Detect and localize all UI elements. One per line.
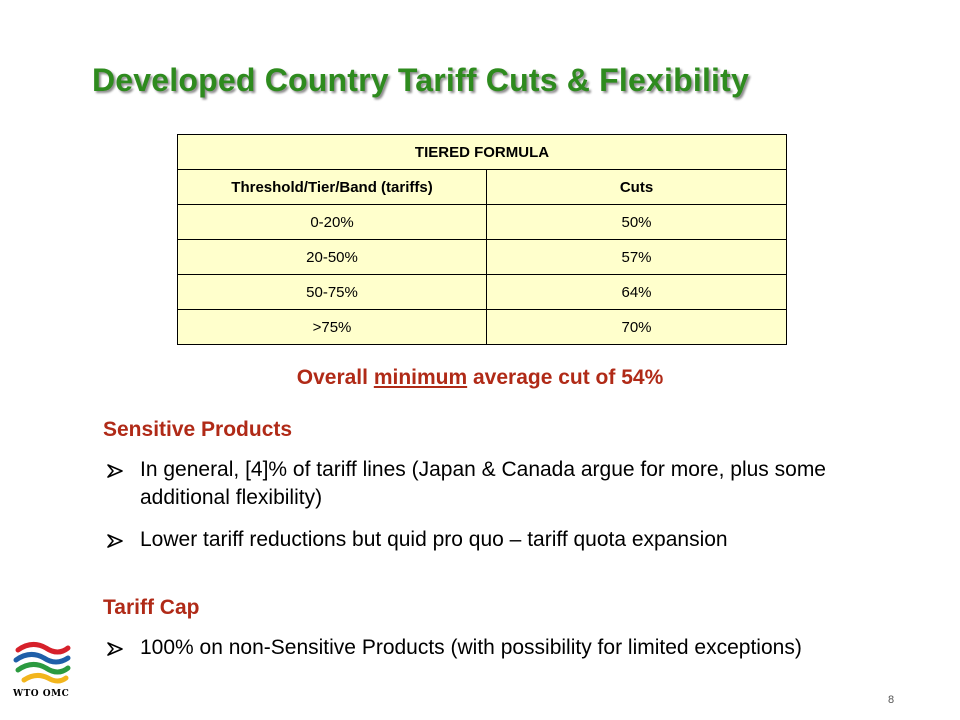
table-header-row: Threshold/Tier/Band (tariffs) Cuts [177, 169, 787, 205]
table-row: 0-20% 50% [177, 204, 787, 240]
threshold-cell: 50-75% [177, 274, 487, 310]
wto-logo-icon [8, 630, 78, 702]
column-header-cuts: Cuts [486, 169, 787, 205]
cut-cell: 70% [486, 309, 787, 345]
cut-cell: 50% [486, 204, 787, 240]
bullet-item: In general, [4]% of tariff lines (Japan … [103, 456, 863, 512]
overall-minimum-cut: Overall minimum average cut of 54% [0, 366, 960, 390]
overall-text-pre: Overall [296, 366, 374, 389]
table-row: 50-75% 64% [177, 274, 787, 310]
bullet-text: In general, [4]% of tariff lines (Japan … [140, 458, 826, 509]
bullet-item: Lower tariff reductions but quid pro quo… [103, 526, 863, 554]
threshold-cell: >75% [177, 309, 487, 345]
wto-logo-text: WTO OMC [13, 689, 70, 699]
threshold-cell: 0-20% [177, 204, 487, 240]
overall-text-post: average cut of 54% [467, 366, 664, 389]
cut-cell: 64% [486, 274, 787, 310]
bullet-text: Lower tariff reductions but quid pro quo… [140, 528, 728, 551]
cut-cell: 57% [486, 239, 787, 275]
page-number: 8 [888, 694, 895, 706]
table-title: TIERED FORMULA [177, 134, 787, 170]
bullet-item: 100% on non-Sensitive Products (with pos… [103, 634, 863, 662]
slide-title: Developed Country Tariff Cuts & Flexibil… [92, 62, 749, 98]
table-row: >75% 70% [177, 309, 787, 345]
overall-text-underlined: minimum [373, 366, 468, 389]
bullet-text: 100% on non-Sensitive Products (with pos… [140, 636, 802, 659]
tariff-cap-heading: Tariff Cap [103, 596, 200, 619]
threshold-cell: 20-50% [177, 239, 487, 275]
table-row: 20-50% 57% [177, 239, 787, 275]
tiered-formula-table: TIERED FORMULA Threshold/Tier/Band (tari… [177, 134, 787, 345]
sensitive-products-heading: Sensitive Products [103, 418, 293, 441]
column-header-threshold: Threshold/Tier/Band (tariffs) [177, 169, 487, 205]
table-title-row: TIERED FORMULA [177, 134, 787, 170]
